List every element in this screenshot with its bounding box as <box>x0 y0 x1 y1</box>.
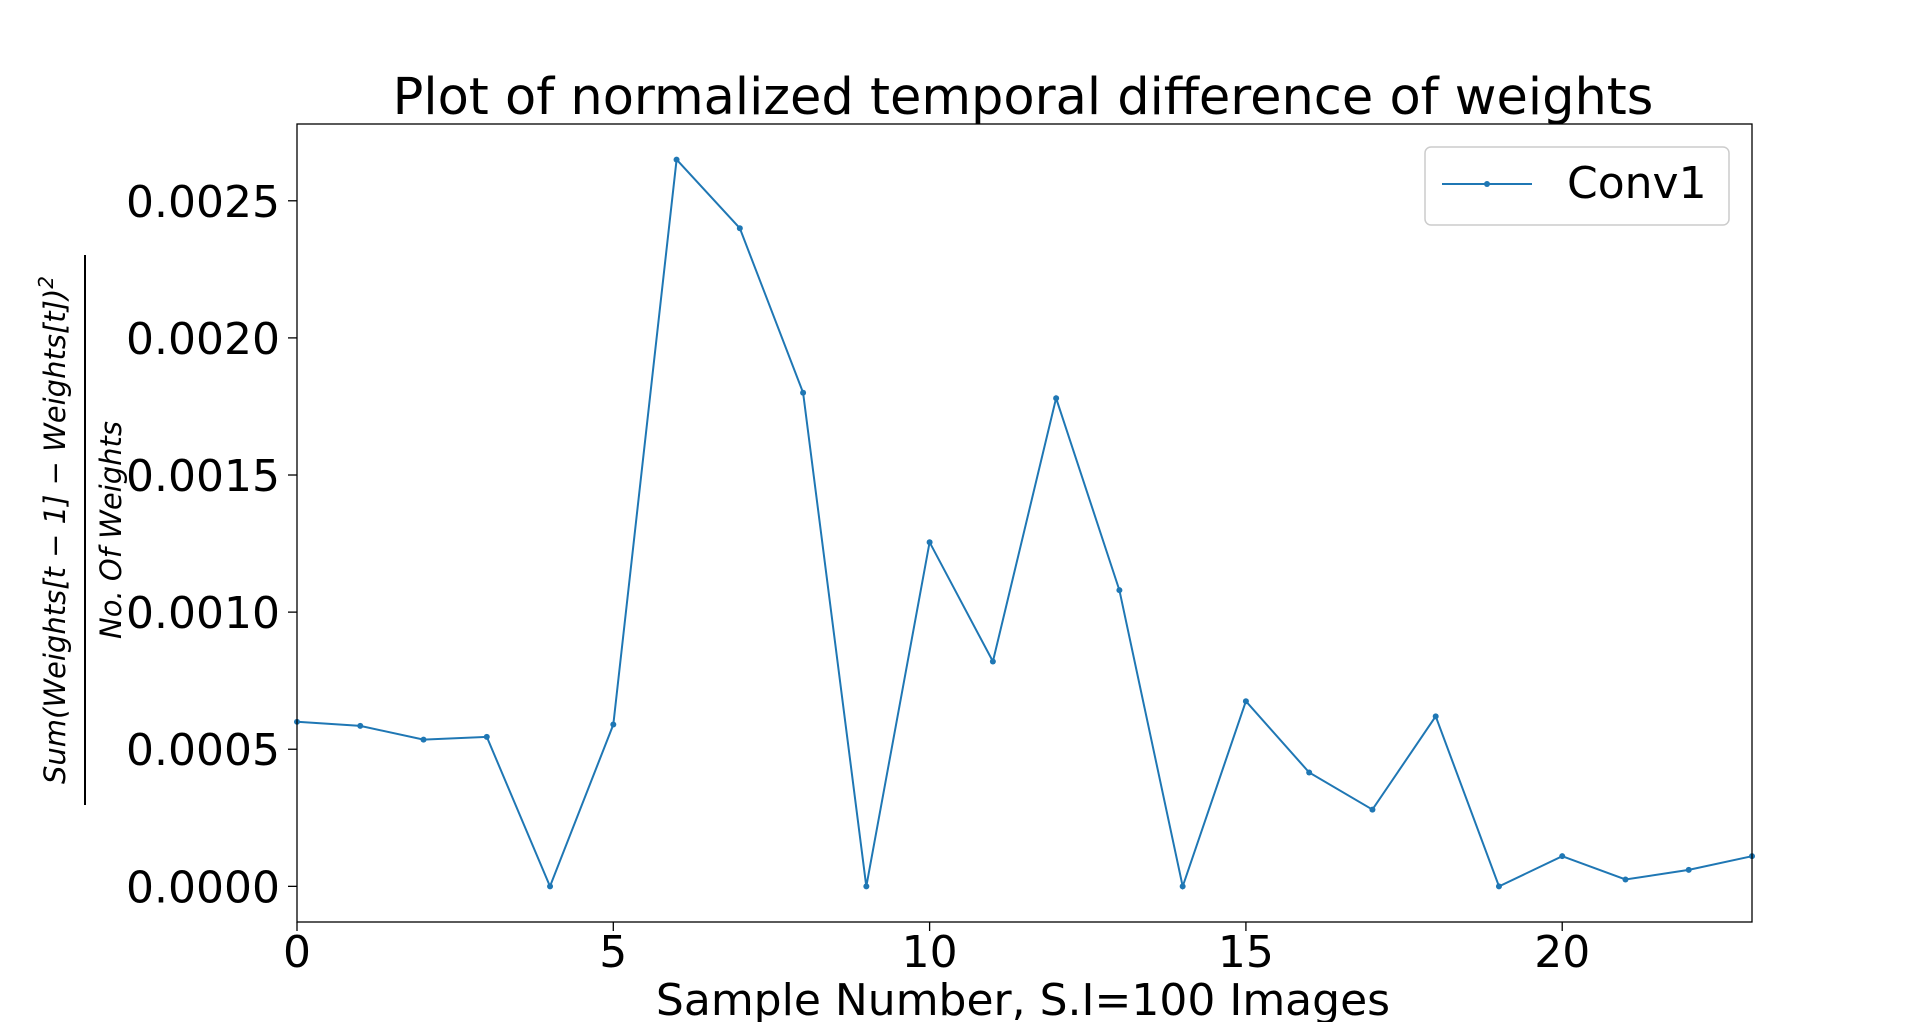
y-axis-label-denominator: No. Of Weights <box>94 421 128 639</box>
series-line-conv1 <box>296 157 1753 891</box>
y-tick-label: 0.0025 <box>126 177 280 228</box>
data-point <box>1432 713 1439 720</box>
y-tick-label: 0.0015 <box>126 451 280 502</box>
data-point <box>483 733 490 740</box>
data-point <box>1242 698 1249 705</box>
data-point <box>736 225 743 232</box>
data-point <box>1622 876 1629 883</box>
data-point <box>1495 883 1502 890</box>
data-point <box>610 721 617 728</box>
data-point <box>1179 883 1186 890</box>
x-tick-label: 0 <box>283 927 311 978</box>
x-tick-label: 10 <box>902 927 958 978</box>
data-point <box>1559 853 1566 860</box>
series-points-conv1 <box>294 156 1755 890</box>
legend-box <box>1424 146 1730 226</box>
data-point <box>989 658 996 665</box>
data-point <box>357 722 364 729</box>
data-point <box>926 539 933 546</box>
data-point <box>420 736 427 743</box>
legend: Conv1 <box>1424 146 1730 226</box>
y-tick-label: 0.0020 <box>126 314 280 365</box>
data-point <box>1685 866 1692 873</box>
y-axis-label: Sum(Weights[t − 1] − Weights[t])2 No. Of… <box>34 255 128 805</box>
data-point <box>1116 587 1123 594</box>
y-axis-ticks: 0.0000 0.0005 0.0010 0.0015 0.0020 0.0025 <box>126 177 297 913</box>
legend-label-conv1: Conv1 <box>1567 158 1707 209</box>
data-point <box>1306 769 1313 776</box>
y-tick-label: 0.0010 <box>126 588 280 639</box>
x-tick-label: 5 <box>599 927 627 978</box>
y-axis-label-numerator: Sum(Weights[t − 1] − Weights[t])2 <box>34 276 72 784</box>
axes-frame <box>296 123 1753 923</box>
chart-title: Plot of normalized temporal difference o… <box>393 68 1654 127</box>
data-point <box>1369 806 1376 813</box>
y-axis-label-numerator-text: Sum(Weights[t − 1] − Weights[t]) <box>38 289 72 784</box>
x-tick-label: 15 <box>1218 927 1274 978</box>
y-axis-label-exponent: 2 <box>34 276 58 289</box>
plot-area <box>294 156 1755 891</box>
data-point <box>1053 395 1060 402</box>
x-axis-ticks: 0 5 10 15 20 <box>283 922 1590 978</box>
data-point <box>673 156 680 163</box>
x-tick-label: 20 <box>1534 927 1590 978</box>
data-point <box>863 883 870 890</box>
data-point <box>800 389 807 396</box>
x-axis-label: Sample Number, S.I=100 Images <box>656 975 1390 1022</box>
y-tick-label: 0.0005 <box>126 725 280 776</box>
data-point <box>547 883 554 890</box>
y-tick-label: 0.0000 <box>126 862 280 913</box>
legend-marker-conv1 <box>1484 181 1490 187</box>
